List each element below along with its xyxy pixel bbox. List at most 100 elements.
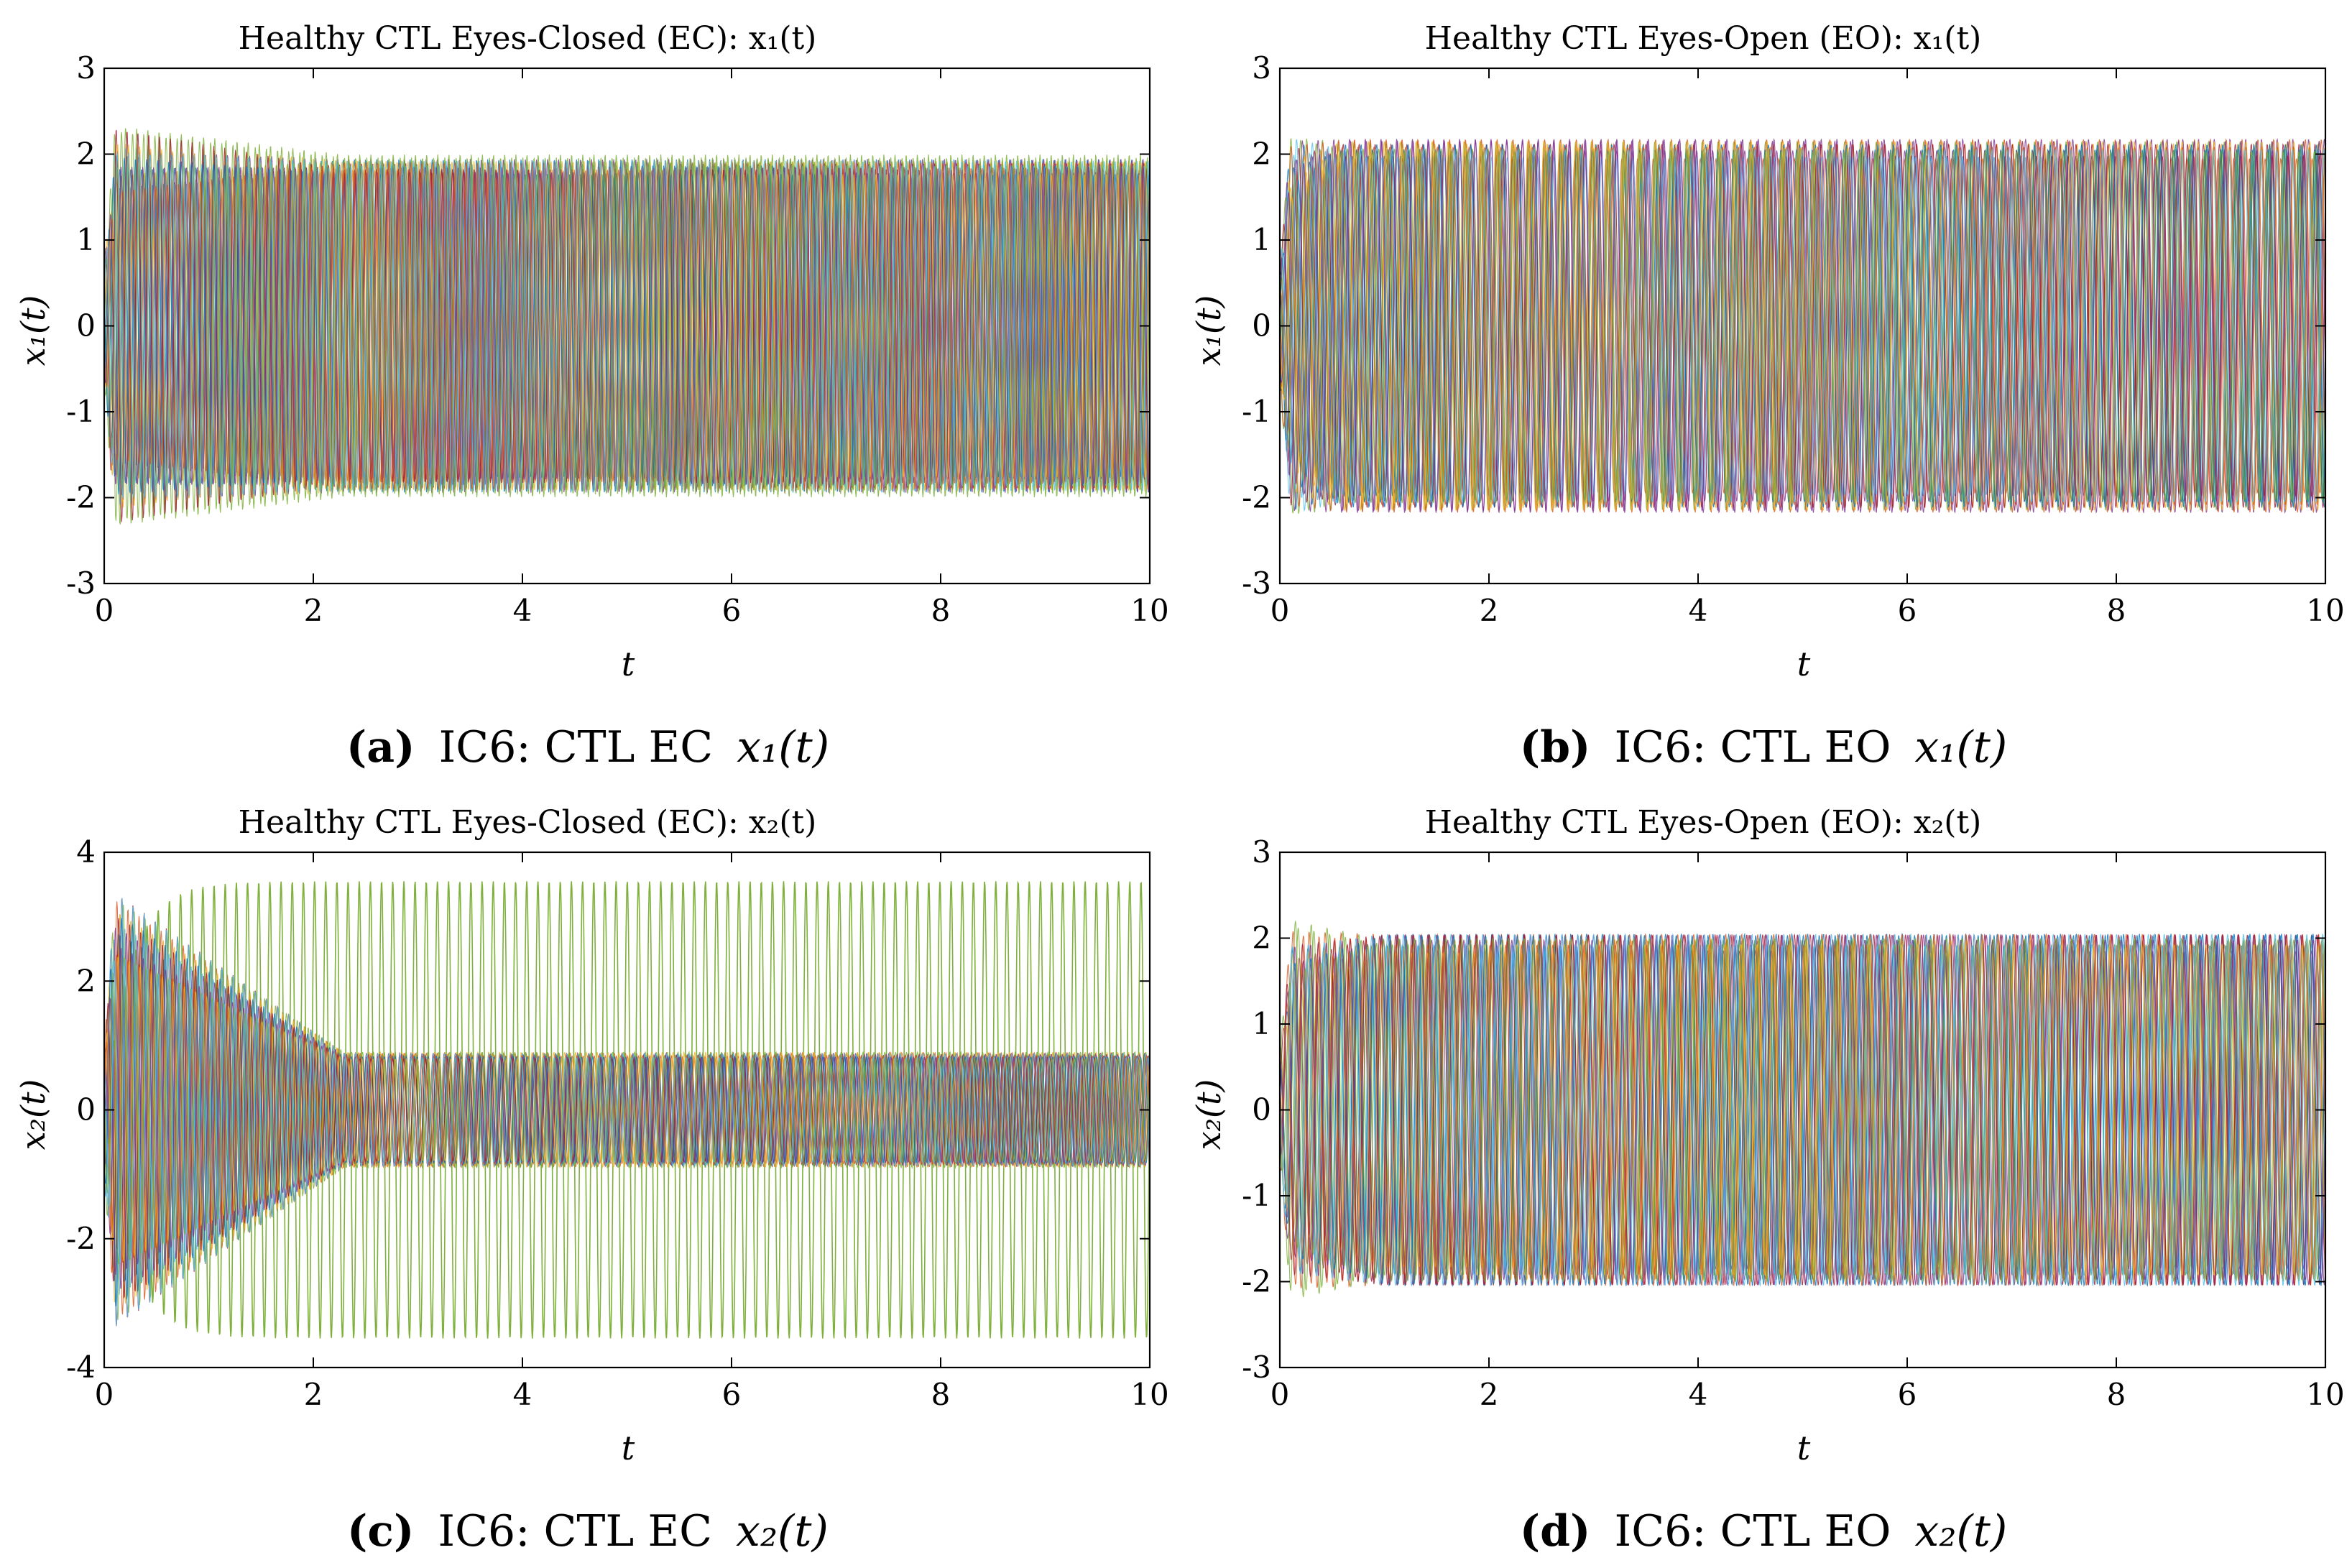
traces: [1280, 921, 2325, 1297]
caption-letter: (d): [1520, 1506, 1591, 1557]
x-tick-label: 4: [513, 1377, 532, 1412]
plot-area: 0 2 4 6 8 10 -3 -2 -1 0 1 2 3: [1242, 834, 2345, 1412]
y-tick-label: 0: [76, 1092, 96, 1127]
y-tick-label: 2: [76, 963, 96, 998]
x-axis-label: t: [622, 1429, 635, 1467]
caption-letter: (b): [1520, 722, 1591, 773]
panel-b: Healthy CTL Eyes-Open (EO): x₁(t) 0 2 4 6 8 1…: [1176, 0, 2351, 784]
x-tick-label: 10: [2306, 593, 2344, 628]
panel-a: Healthy CTL Eyes-Closed (EC): x₁(t) 0 2 4 6…: [0, 0, 1176, 784]
y-tick-label: -2: [66, 480, 96, 515]
svg-text:(a) IC6: CTL EC: (a) IC6: CTL EC x₁(t): [346, 722, 829, 773]
traces: [104, 880, 1150, 1339]
plot-area: 0 2 4 6 8 10 -4 -2 0 2 4: [66, 834, 1169, 1412]
y-tick-label: -3: [1242, 1350, 1271, 1385]
chart-c: Healthy CTL Eyes-Closed (EC): x₂(t) 0 2 4 6…: [14, 804, 1169, 1557]
y-tick-label: 1: [76, 222, 96, 257]
caption-letter: (a): [346, 722, 415, 773]
x-tick-label: 10: [2306, 1377, 2344, 1412]
y-tick-label: -1: [66, 394, 96, 429]
x-axis-label: t: [1797, 645, 1811, 683]
y-tick-label: 1: [1252, 222, 1271, 257]
caption-math: x₁(t): [737, 722, 829, 773]
x-tick-label: 10: [1130, 593, 1168, 628]
y-tick-label: 3: [1252, 834, 1271, 870]
x-tick-label: 4: [1689, 1377, 1708, 1412]
x-tick-label: 0: [95, 593, 114, 628]
y-tick-label: -4: [66, 1350, 96, 1385]
y-tick-label: 0: [1252, 1092, 1271, 1127]
x-axis-label: t: [1797, 1429, 1811, 1467]
caption-letter: (c): [347, 1506, 414, 1557]
x-tick-label: 4: [1689, 593, 1708, 628]
y-tick-label: 1: [1252, 1006, 1271, 1041]
series-line: [1280, 938, 2325, 1283]
chart-title: Healthy CTL Eyes-Closed (EC): x₂(t): [239, 804, 817, 841]
series-line: [104, 957, 1150, 1265]
x-tick-label: 2: [304, 593, 323, 628]
caption-math: x₁(t): [1914, 722, 2007, 773]
svg-text:(d) IC6: CTL EO: (d) IC6: CTL EO x₂(t): [1520, 1506, 2008, 1557]
caption: (a) IC6: CTL EC x₁(t): [346, 722, 829, 773]
chart-d: Healthy CTL Eyes-Open (EO): x₂(t) 0 2 4 6 8 1…: [1189, 804, 2345, 1557]
x-tick-label: 8: [2107, 593, 2126, 628]
x-axis-label: t: [622, 645, 635, 683]
chart-title: Healthy CTL Eyes-Open (EO): x₂(t): [1425, 804, 1982, 841]
caption: (d) IC6: CTL EO x₂(t): [1520, 1506, 2008, 1557]
x-tick-label: 8: [931, 593, 951, 628]
caption-text: IC6: CTL EC: [439, 722, 714, 773]
y-axis-label: x₂(t): [1189, 1079, 1228, 1150]
x-tick-label: 6: [722, 1377, 742, 1412]
y-tick-label: -1: [1242, 394, 1271, 429]
panel-c: Healthy CTL Eyes-Closed (EC): x₂(t) 0 2 4 6…: [0, 784, 1176, 1568]
chart-title: Healthy CTL Eyes-Open (EO): x₁(t): [1425, 20, 1982, 57]
x-tick-label: 8: [2107, 1377, 2126, 1412]
series-line: [1280, 933, 2325, 1287]
x-tick-label: 0: [1270, 593, 1290, 628]
caption: (b) IC6: CTL EO x₁(t): [1520, 722, 2008, 773]
x-tick-label: 0: [95, 1377, 114, 1412]
y-tick-label: 2: [76, 137, 96, 172]
series-line: [1280, 939, 2325, 1281]
traces: [1280, 137, 2325, 515]
svg-text:(c) IC6: CTL EC: (c) IC6: CTL EC x₂(t): [347, 1506, 829, 1557]
y-axis-label: x₂(t): [14, 1079, 52, 1150]
y-tick-label: -2: [66, 1221, 96, 1256]
series-line: [104, 161, 1150, 491]
y-tick-label: 3: [76, 50, 96, 86]
y-tick-label: -3: [66, 566, 96, 601]
y-tick-label: 2: [1252, 137, 1271, 172]
caption: (c) IC6: CTL EC x₂(t): [347, 1506, 829, 1557]
x-tick-label: 4: [513, 593, 532, 628]
x-tick-label: 8: [931, 1377, 951, 1412]
chart-a: Healthy CTL Eyes-Closed (EC): x₁(t) 0 2 4 6…: [14, 20, 1169, 773]
plot-area: 0 2 4 6 8 10 -3 -2 -1 0 1 2 3: [1242, 50, 2345, 628]
plot-area: 0 2 4 6 8 10 -3 -2 -1 0 1 2 3: [66, 50, 1169, 628]
caption-math: x₂(t): [736, 1506, 829, 1557]
traces: [104, 128, 1150, 525]
series-line: [104, 144, 1150, 508]
y-tick-label: -3: [1242, 566, 1271, 601]
svg-text:(b) IC6: CTL EO: (b) IC6: CTL EO x₁(t): [1520, 722, 2008, 773]
y-tick-label: 4: [76, 834, 96, 870]
panel-d: Healthy CTL Eyes-Open (EO): x₂(t) 0 2 4 6 8 1…: [1176, 784, 2351, 1568]
x-tick-label: 6: [722, 593, 742, 628]
series-line: [1280, 150, 2325, 502]
y-tick-label: -2: [1242, 480, 1271, 515]
y-axis-label: x₁(t): [14, 295, 52, 366]
x-tick-label: 6: [1898, 593, 1917, 628]
x-tick-label: 0: [1270, 1377, 1290, 1412]
series-line: [1280, 139, 2325, 512]
y-tick-label: 2: [1252, 921, 1271, 956]
y-tick-label: -1: [1242, 1178, 1271, 1213]
series-line: [104, 153, 1150, 499]
y-tick-label: 3: [1252, 50, 1271, 86]
series-line: [1280, 147, 2325, 505]
series-line: [104, 959, 1150, 1264]
caption-math: x₂(t): [1914, 1506, 2007, 1557]
caption-text: IC6: CTL EO: [1615, 1506, 1891, 1557]
y-tick-label: 0: [1252, 308, 1271, 343]
series-line: [1280, 139, 2325, 512]
y-axis-label: x₁(t): [1189, 295, 1228, 366]
y-tick-label: 0: [76, 308, 96, 343]
